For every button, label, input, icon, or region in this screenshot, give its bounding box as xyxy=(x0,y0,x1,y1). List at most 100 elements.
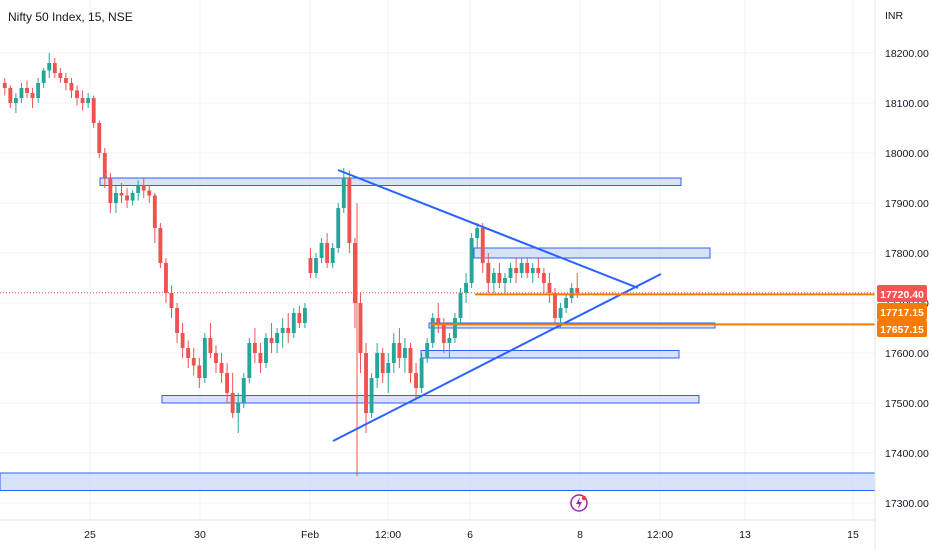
candle-body xyxy=(236,403,241,413)
candle-body xyxy=(491,273,496,283)
candle-body xyxy=(247,343,252,378)
candle-body xyxy=(541,273,546,283)
candle-body xyxy=(486,263,491,283)
candle-body xyxy=(30,93,35,98)
candles xyxy=(2,53,580,476)
candle-body xyxy=(208,338,213,353)
x-tick-label: 13 xyxy=(739,529,751,541)
candle-body xyxy=(75,90,79,98)
candle-body xyxy=(391,343,396,363)
candle-body xyxy=(52,63,57,73)
candle-body xyxy=(302,308,307,323)
candle-body xyxy=(553,293,557,318)
candle-body xyxy=(191,358,196,366)
candle-body xyxy=(80,98,85,103)
candle-body xyxy=(325,243,330,263)
candle-body xyxy=(252,343,257,353)
grid xyxy=(0,0,875,520)
zone-box[interactable] xyxy=(473,247,711,259)
y-tick-label: 17900.00 xyxy=(885,198,929,210)
candle-body xyxy=(380,353,385,373)
candle-body xyxy=(453,318,457,338)
candle-body xyxy=(358,303,363,353)
zone-box[interactable] xyxy=(161,395,700,404)
y-tick-label: 17500.00 xyxy=(885,398,929,410)
y-tick-label: 17600.00 xyxy=(885,348,929,360)
candle-body xyxy=(108,178,113,203)
y-tick-label: 17300.00 xyxy=(885,498,929,510)
candle-body xyxy=(519,263,524,273)
candle-body xyxy=(330,248,335,263)
candle-body xyxy=(69,83,74,91)
x-tick-label: 8 xyxy=(577,529,583,541)
candle-body xyxy=(241,378,246,403)
time-axis[interactable]: 25 30 Feb 12:00 6 8 12:00 13 15 xyxy=(84,529,859,541)
candle-body xyxy=(186,348,191,358)
x-tick-label: 25 xyxy=(84,529,96,541)
candle-body xyxy=(480,228,485,263)
candle-body xyxy=(397,343,402,358)
trendlines[interactable] xyxy=(332,169,662,442)
candle-body xyxy=(402,348,407,358)
candle-body xyxy=(469,238,474,283)
candle-body xyxy=(63,78,68,83)
price-axis[interactable]: 18200.00 18100.00 18000.00 17900.00 17800.00… xyxy=(885,48,929,510)
candle-body xyxy=(91,98,96,123)
candle-body xyxy=(564,298,569,308)
candle-body xyxy=(202,338,207,378)
lower-trendline[interactable] xyxy=(332,273,662,442)
zone-box[interactable] xyxy=(99,177,682,186)
y-tick-label: 17800.00 xyxy=(885,248,929,260)
x-tick-label: Feb xyxy=(301,529,319,541)
candle-body xyxy=(47,63,52,71)
candle-body xyxy=(2,83,7,88)
zone-box[interactable] xyxy=(0,472,876,491)
candle-body xyxy=(136,185,141,193)
candle-body xyxy=(530,268,535,273)
candle-body xyxy=(352,243,357,303)
candle-body xyxy=(25,88,29,93)
event-icon[interactable] xyxy=(570,494,588,512)
price-label-box xyxy=(877,303,927,320)
candle-body xyxy=(464,283,469,293)
candle-body xyxy=(230,393,235,413)
candle-body xyxy=(19,88,24,98)
candle-body xyxy=(102,153,107,178)
price-labels: 17720.40 17717.15 17657.15 xyxy=(877,285,927,337)
candle-body xyxy=(419,358,424,388)
x-tick-label: 12:00 xyxy=(375,529,401,541)
candle-body xyxy=(308,258,313,273)
y-tick-label: 18200.00 xyxy=(885,48,929,60)
candle-body xyxy=(336,208,341,248)
upper-trendline[interactable] xyxy=(337,169,639,289)
candle-body xyxy=(158,228,163,263)
price-label-box xyxy=(877,320,927,337)
candle-body xyxy=(558,308,563,318)
candle-body xyxy=(275,333,280,343)
candle-body xyxy=(125,195,129,201)
candle-body xyxy=(119,193,124,196)
x-tick-label: 30 xyxy=(194,529,206,541)
candle-body xyxy=(514,268,519,273)
candle-body xyxy=(97,123,102,153)
candle-body xyxy=(147,190,152,196)
candle-body xyxy=(314,258,318,273)
candle-body xyxy=(569,288,574,298)
candle-body xyxy=(297,313,302,323)
candle-body xyxy=(8,88,13,103)
support-resistance-zones[interactable] xyxy=(0,177,876,491)
candle-body xyxy=(497,273,502,283)
candle-body xyxy=(386,363,391,373)
candle-body xyxy=(536,268,541,273)
horizontal-levels[interactable] xyxy=(0,292,875,326)
zone-box[interactable] xyxy=(428,322,716,329)
candle-body xyxy=(180,333,185,348)
candle-body xyxy=(36,83,41,98)
candle-body xyxy=(214,353,218,363)
y-tick-label: 18100.00 xyxy=(885,98,929,110)
candle-body xyxy=(364,353,368,413)
candle-body xyxy=(13,98,18,103)
zone-box[interactable] xyxy=(420,350,680,359)
candle-body xyxy=(547,283,552,293)
